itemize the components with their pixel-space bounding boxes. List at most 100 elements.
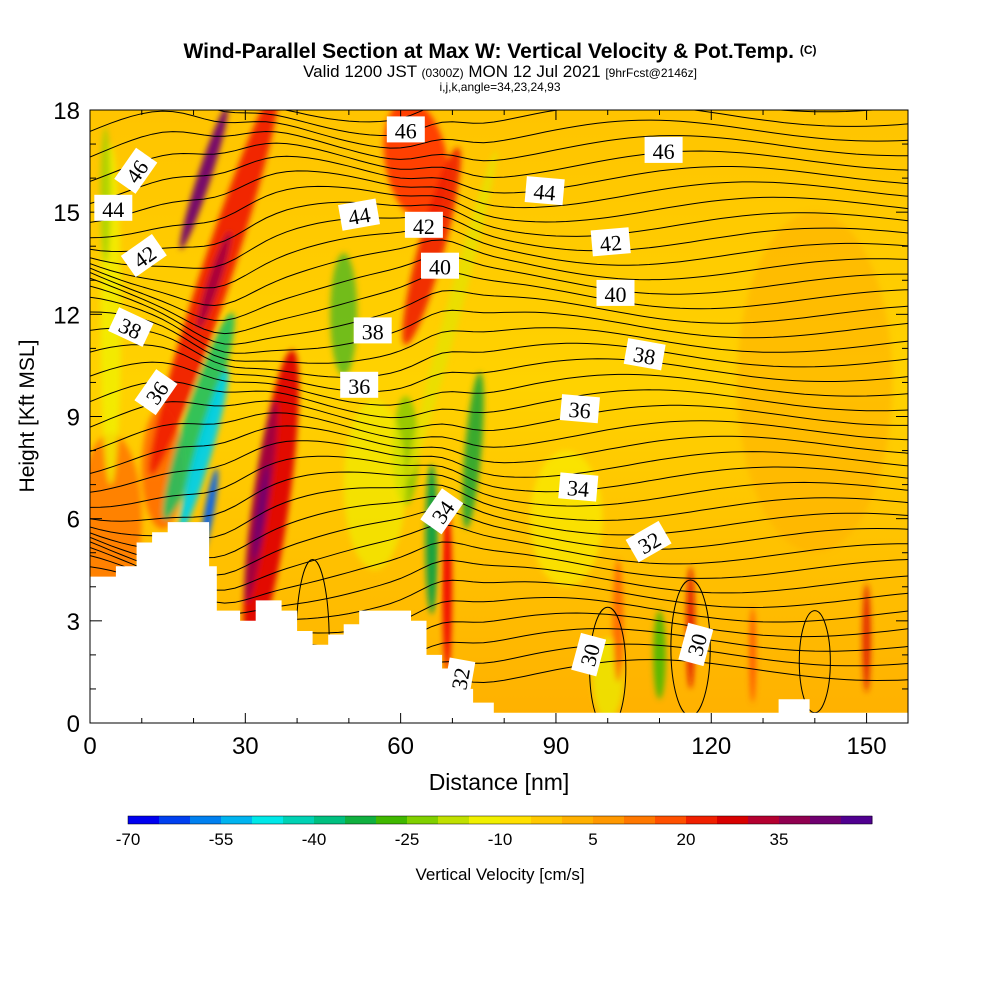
x-tick-label: 0 xyxy=(83,733,96,760)
vertical-velocity-field xyxy=(90,110,908,723)
colorbar-tick-label: 5 xyxy=(588,830,597,849)
contour-label: 44 xyxy=(524,176,565,206)
contour-label-box xyxy=(120,234,167,278)
theta-contour xyxy=(90,541,908,604)
contour-label-box xyxy=(678,622,714,667)
contour-label: 40 xyxy=(421,252,459,280)
contour-label-text: 36 xyxy=(348,374,370,399)
chart-title-block: Wind-Parallel Section at Max W: Vertical… xyxy=(0,38,1000,93)
contour-label-text: 42 xyxy=(413,214,435,239)
contour-label: 38 xyxy=(353,317,392,344)
theta-contour xyxy=(90,142,908,182)
contour-label-text: 42 xyxy=(599,230,623,257)
velocity-feature xyxy=(330,253,358,376)
velocity-feature xyxy=(749,607,756,703)
theta-contour xyxy=(90,380,908,419)
theta-contour xyxy=(90,185,908,239)
theta-contour xyxy=(90,311,908,364)
theta-contour xyxy=(90,285,908,345)
colorbar-tick-label: -40 xyxy=(302,830,327,849)
contour-label-text: 38 xyxy=(362,319,384,344)
colorbar-tick-label: -10 xyxy=(488,830,513,849)
colorbar-swatch xyxy=(469,816,501,824)
colorbar-swatch xyxy=(128,816,160,824)
colorbar-swatch xyxy=(748,816,780,824)
x-tick-label: 150 xyxy=(847,733,887,760)
colorbar: -70 -55 -40 -25 -10 5 20 35 xyxy=(116,815,873,849)
colorbar-tick-label: -55 xyxy=(209,830,234,849)
contour-label-box xyxy=(94,194,133,221)
theta-contour xyxy=(90,361,908,406)
contour-label: 34 xyxy=(558,472,599,502)
theta-contour xyxy=(90,296,908,354)
x-tick-label: 60 xyxy=(387,733,414,760)
contour-label-text: 40 xyxy=(605,282,627,307)
contour-label-box xyxy=(596,279,635,306)
valid-utc: (0300Z) xyxy=(421,66,464,80)
theta-contour xyxy=(90,509,908,576)
theta-contour xyxy=(90,271,908,335)
x-tick-label: 30 xyxy=(232,733,259,760)
colorbar-swatch xyxy=(190,816,222,824)
colorbar-swatch xyxy=(252,816,284,824)
contour-label: 40 xyxy=(596,279,635,307)
velocity-feature xyxy=(462,372,484,529)
y-tick-label: 15 xyxy=(53,200,80,227)
contour-label: 30 xyxy=(678,622,714,667)
title-mark: (C) xyxy=(799,43,817,57)
colorbar-swatch xyxy=(345,816,377,824)
y-tick-label: 3 xyxy=(67,609,80,636)
theta-contour-closed xyxy=(798,610,831,714)
contour-label-text: 38 xyxy=(631,341,657,369)
velocity-feature xyxy=(612,559,624,683)
theta-contour xyxy=(90,170,908,223)
y-tick-label: 0 xyxy=(67,711,80,738)
contour-label-box xyxy=(108,307,154,347)
colorbar-swatch xyxy=(438,816,470,824)
theta-contour xyxy=(215,110,908,137)
velocity-feature xyxy=(407,149,498,479)
velocity-feature xyxy=(179,110,228,250)
theta-contour xyxy=(90,254,908,321)
contour-label-box xyxy=(558,472,599,502)
velocity-feature xyxy=(737,212,893,553)
theta-contour xyxy=(90,201,908,253)
x-tick-label: 90 xyxy=(543,733,570,760)
theta-contour xyxy=(90,214,908,269)
contour-label-text: 34 xyxy=(566,475,590,502)
contour-label-box xyxy=(340,371,379,398)
theta-contour xyxy=(90,239,908,307)
contour-label: 30 xyxy=(571,632,607,677)
colorbar-tick-label: 35 xyxy=(770,830,789,849)
y-axis-label: Height [Kft MSL] xyxy=(16,340,39,493)
theta-contour xyxy=(90,155,908,204)
contour-label-box xyxy=(559,394,600,424)
colorbar-swatch xyxy=(717,816,749,824)
colorbar-swatch xyxy=(283,816,315,824)
terrain-mask xyxy=(90,522,908,723)
contour-label-box xyxy=(404,211,443,238)
theta-contour xyxy=(90,130,908,162)
velocity-feature xyxy=(862,583,871,693)
contour-label-text: 44 xyxy=(533,179,557,206)
contour-label-box xyxy=(421,252,459,279)
contour-label-text: 46 xyxy=(653,139,675,164)
theta-contour xyxy=(90,483,908,539)
colorbar-swatch xyxy=(159,816,191,824)
velocity-feature xyxy=(402,147,461,345)
velocity-feature xyxy=(343,399,406,570)
theta-contour xyxy=(90,412,908,452)
contour-label-text: 36 xyxy=(568,397,592,424)
colorbar-tick-label: -25 xyxy=(395,830,420,849)
contour-label: 42 xyxy=(590,227,631,257)
valid-date: MON 12 Jul 2021 xyxy=(468,62,601,81)
contour-label-text: 46 xyxy=(395,118,417,143)
index-line: i,j,k,angle=34,23,24,93 xyxy=(439,80,561,94)
colorbar-swatch xyxy=(593,816,625,824)
colorbar-swatch xyxy=(810,816,842,824)
contour-label-box xyxy=(571,632,607,677)
velocity-feature xyxy=(442,501,452,672)
colorbar-swatch xyxy=(500,816,532,824)
